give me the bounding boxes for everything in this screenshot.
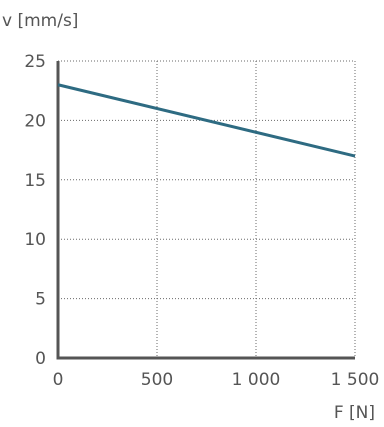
y-tick-label-0: 0 xyxy=(35,349,46,369)
x-axis-label: F [N] xyxy=(334,403,375,423)
y-tick-label-2: 10 xyxy=(24,230,46,250)
x-tick-label-2: 1 000 xyxy=(232,370,281,390)
y-tick-label-1: 5 xyxy=(35,290,46,310)
x-tick-label-0: 0 xyxy=(53,370,64,390)
x-tick-label-3: 1 500 xyxy=(331,370,380,390)
x-tick-label-1: 500 xyxy=(141,370,173,390)
y-tick-label-5: 25 xyxy=(24,52,46,72)
y-tick-label-4: 20 xyxy=(24,111,46,131)
y-axis-label: v [mm/s] xyxy=(2,11,78,31)
series-line-0 xyxy=(57,83,356,158)
y-tick-label-3: 15 xyxy=(24,171,46,191)
